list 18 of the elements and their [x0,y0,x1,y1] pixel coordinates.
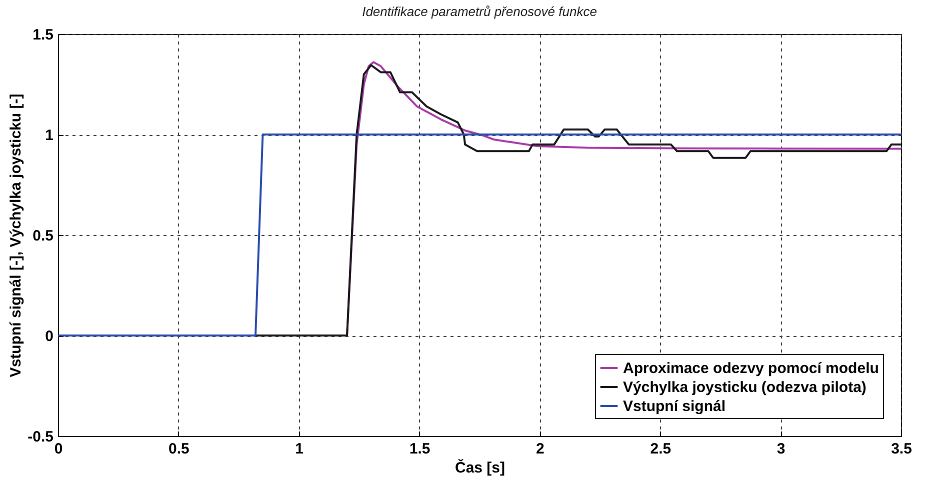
chart-title: Identifikace parametrů přenosové funkce [362,4,597,19]
y-tick-label: 1.5 [32,26,54,44]
legend-label: Vstupní signál [623,398,726,415]
x-tick-label: 3.5 [891,440,912,458]
x-tick-label: 3 [776,440,786,458]
y-tick-label: 0 [45,328,54,345]
x-axis-title: Čas [s] [454,458,506,476]
x-tick-label: 1.5 [409,440,430,458]
y-tick-label: 1 [45,127,54,144]
legend-label: Aproximace odezvy pomocí modelu [623,360,879,377]
y-tick-label: 0.5 [32,228,54,244]
y-axis-title: Vstupní signál [-], Výchylka joysticku [-] [8,94,25,378]
y-tick-label: -0.5 [28,428,54,446]
legend-label: Výchylka joysticku (odezva pilota) [623,379,866,396]
x-tick-label: 0.5 [168,440,190,458]
x-tick-label: 1 [295,440,304,458]
x-tick-label: 2 [536,440,544,458]
x-tick-label: 2.5 [650,440,672,458]
